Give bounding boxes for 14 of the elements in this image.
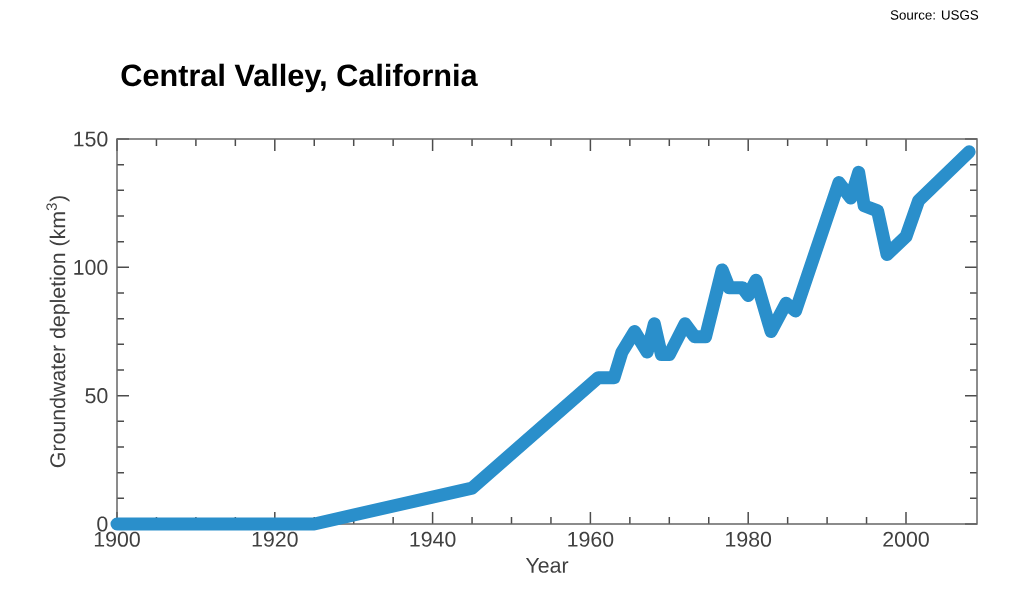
x-tick-label: 1980 (726, 531, 772, 547)
x-tick-label: 1940 (410, 531, 456, 547)
x-tick-label: 1960 (568, 531, 614, 547)
y-tick-label: 0 (97, 516, 108, 532)
source-note: Source: USGS (890, 10, 979, 20)
y-tick-label: 100 (74, 259, 108, 275)
x-tick-label: 2000 (883, 531, 929, 547)
x-tick-label: 1920 (252, 531, 298, 547)
y-tick-label: 50 (85, 388, 108, 404)
y-tick-label: 150 (74, 131, 108, 147)
y-axis-title: Groundwater depletion (km$^{3}$) (46, 196, 70, 468)
chart-title: Central Valley, California (121, 63, 478, 93)
x-tick-label: 1900 (94, 531, 140, 547)
x-axis-title: Year (525, 557, 569, 573)
